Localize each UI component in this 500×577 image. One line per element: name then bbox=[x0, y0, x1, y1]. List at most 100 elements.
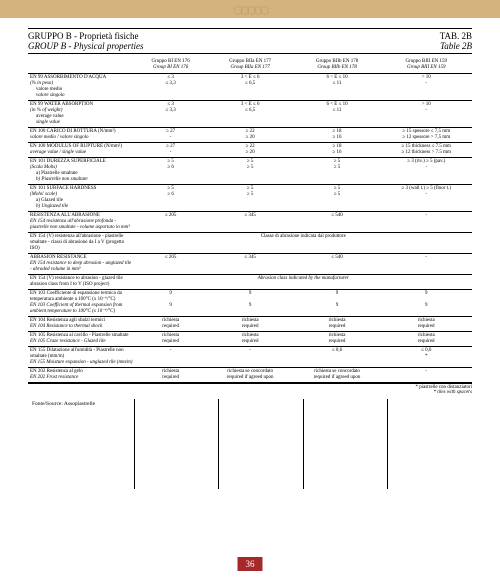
cell: 99 bbox=[380, 290, 472, 317]
cell: ≥ 27- bbox=[135, 143, 207, 158]
cell: - bbox=[207, 347, 294, 368]
cell: ≤ 0,6* bbox=[380, 347, 472, 368]
cell: ≤ 3≤ 3,3 bbox=[135, 101, 207, 128]
row-span: Abrasion class indicated by the manufact… bbox=[135, 275, 472, 290]
top-band: ⬡⬡⬡⬡⬡ bbox=[0, 0, 500, 18]
cell: ≥ 3 (riv.) ≥ 5 (pav.)- bbox=[380, 158, 472, 185]
cell: ≥ 5≥ 5 bbox=[207, 185, 294, 212]
cell: 3 < E ≤ 6≤ 6,5 bbox=[207, 101, 294, 128]
cell: ≥ 18≥ 16 bbox=[294, 143, 381, 158]
table-row: ABRASION RESISTANCEEN 154 resistance to … bbox=[28, 254, 472, 275]
row-label: EN 155 Dilatazione all'umidità - Piastre… bbox=[28, 347, 135, 368]
cell: richiestarequired bbox=[135, 332, 207, 347]
bottom-section: Fonte/Source: Assopiastrelle bbox=[28, 399, 472, 489]
footnote-en: * tiles with spacers bbox=[28, 390, 472, 395]
col-3: Gruppo BIII EN 159Group BIII EN 159 bbox=[380, 58, 472, 74]
title-row: GRUPPO B - Proprietà fisiche GROUP B - P… bbox=[28, 28, 472, 54]
cell: richiesta se concordatorequired if agree… bbox=[294, 368, 381, 383]
cell: richiestarequired bbox=[294, 317, 381, 332]
cell: ≤ 345 bbox=[207, 212, 294, 233]
cell: ≤ 205 bbox=[135, 212, 207, 233]
row-label: EN 99 ASSORBIMENTO D'ACQUA(% in peso)val… bbox=[28, 74, 135, 101]
row-label: RESISTENZA ALL'ABRASIONEEN 154 resistenz… bbox=[28, 212, 135, 233]
row-label: EN 154 (V) resistenza all'abrasione - pi… bbox=[28, 233, 135, 254]
source-text: Fonte/Source: Assopiastrelle bbox=[32, 401, 95, 407]
header-row: Gruppo BI EN 176Group BI EN 176 Gruppo B… bbox=[28, 58, 472, 74]
title-left: GRUPPO B - Proprietà fisiche GROUP B - P… bbox=[28, 31, 143, 51]
page-number: 36 bbox=[238, 557, 263, 571]
cell: 6 < E ≤ 10≤ 11 bbox=[294, 101, 381, 128]
cell: richiestarequired bbox=[207, 317, 294, 332]
cell: richiestarequired bbox=[207, 332, 294, 347]
cell: 99 bbox=[294, 290, 381, 317]
cell: ≤ 540 bbox=[294, 212, 381, 233]
row-label: EN 104 Resistenza agli sbalzi termiciEN … bbox=[28, 317, 135, 332]
table-row: EN 101 DUREZZA SUPERFICIALE(Scala Mohs)a… bbox=[28, 158, 472, 185]
table-row: EN 104 Resistenza agli sbalzi termiciEN … bbox=[28, 317, 472, 332]
cell: ≥ 5≥ 6 bbox=[135, 158, 207, 185]
cell: ≥ 5≥ 5 bbox=[207, 158, 294, 185]
table-row: EN 105 Resistenza al cavillo - Piastrell… bbox=[28, 332, 472, 347]
cell: 99 bbox=[207, 290, 294, 317]
col-label bbox=[28, 58, 135, 74]
row-label: EN 154 (V) resistance to abrasion - glaz… bbox=[28, 275, 135, 290]
row-label: EN 101 SURFACE HARDNESS(Mohs' scale)a) G… bbox=[28, 185, 135, 212]
empty-col-3 bbox=[304, 399, 389, 489]
empty-col-2 bbox=[219, 399, 304, 489]
properties-table: Gruppo BI EN 176Group BI EN 176 Gruppo B… bbox=[28, 58, 472, 383]
table-row: EN 154 (V) resistance to abrasion - glaz… bbox=[28, 275, 472, 290]
cell: - bbox=[380, 368, 472, 383]
col-1: Gruppo BIIa EN 177Group BIIa EN 177 bbox=[207, 58, 294, 74]
cell: 99 bbox=[135, 290, 207, 317]
table-row: RESISTENZA ALL'ABRASIONEEN 154 resistenz… bbox=[28, 212, 472, 233]
cell: richiestarequired bbox=[294, 332, 381, 347]
cell: ≥ 5≥ 5 bbox=[294, 158, 381, 185]
source-col: Fonte/Source: Assopiastrelle bbox=[28, 399, 135, 489]
cell: 3 < E ≤ 6≤ 6,5 bbox=[207, 74, 294, 101]
cell: richiesta se concordatorequired if agree… bbox=[207, 368, 294, 383]
title-en: GROUP B - Physical properties bbox=[28, 41, 143, 51]
row-label: EN 99 WATER ABSORPTION(in % of weight)av… bbox=[28, 101, 135, 128]
cell: - bbox=[380, 254, 472, 275]
hex-decoration: ⬡⬡⬡⬡⬡ bbox=[233, 4, 266, 17]
cell: 6 < E ≤ 10≤ 11 bbox=[294, 74, 381, 101]
cell: richiestarequired bbox=[135, 317, 207, 332]
tab-it: TAB. 2B bbox=[440, 31, 472, 41]
page-content: GRUPPO B - Proprietà fisiche GROUP B - P… bbox=[0, 18, 500, 509]
cell: ≥ 18≥ 16 bbox=[294, 128, 381, 143]
row-label: EN 100 MODULUS OF RUPTURE (N/mm²)average… bbox=[28, 143, 135, 158]
cell: ≤ 0,6 bbox=[294, 347, 381, 368]
cell: ≤ 345 bbox=[207, 254, 294, 275]
table-row: EN 99 ASSORBIMENTO D'ACQUA(% in peso)val… bbox=[28, 74, 472, 101]
empty-col-4 bbox=[388, 399, 472, 489]
table-row: EN 100 MODULUS OF RUPTURE (N/mm²)average… bbox=[28, 143, 472, 158]
table-row: EN 101 SURFACE HARDNESS(Mohs' scale)a) G… bbox=[28, 185, 472, 212]
table-row: EN 100 CARICO DI ROTTURA (N/mm²)valore m… bbox=[28, 128, 472, 143]
cell: ≥ 5≥ 5 bbox=[294, 185, 381, 212]
col-2: Gruppo BIIb EN 178Group BIIb EN 178 bbox=[294, 58, 381, 74]
row-label: EN 202 Resistenza al geloEN 202 Frost re… bbox=[28, 368, 135, 383]
empty-col-1 bbox=[135, 399, 220, 489]
cell: ≤ 205 bbox=[135, 254, 207, 275]
row-span: Classe di abrasione indicata dal produtt… bbox=[135, 233, 472, 254]
table-row: EN 154 (V) resistenza all'abrasione - pi… bbox=[28, 233, 472, 254]
table-row: EN 202 Resistenza al geloEN 202 Frost re… bbox=[28, 368, 472, 383]
table-row: EN 99 WATER ABSORPTION(in % of weight)av… bbox=[28, 101, 472, 128]
row-label: EN 105 Resistenza al cavillo - Piastrell… bbox=[28, 332, 135, 347]
cell: richiestarequired bbox=[380, 332, 472, 347]
cell: - bbox=[380, 212, 472, 233]
footnote: * piastrelle con distanziatori * tiles w… bbox=[28, 383, 472, 395]
title-it: GRUPPO B - Proprietà fisiche bbox=[28, 31, 143, 41]
cell: ≤ 3≤ 3,3 bbox=[135, 74, 207, 101]
table-row: EN 103 Coefficiente di espansione termic… bbox=[28, 290, 472, 317]
table-row: EN 155 Dilatazione all'umidità - Piastre… bbox=[28, 347, 472, 368]
row-label: EN 101 DUREZZA SUPERFICIALE(Scala Mohs)a… bbox=[28, 158, 135, 185]
row-label: ABRASION RESISTANCEEN 154 resistance to … bbox=[28, 254, 135, 275]
cell: ≥ 22≥ 20 bbox=[207, 128, 294, 143]
cell: > 10- bbox=[380, 101, 472, 128]
row-label: EN 103 Coefficiente di espansione termic… bbox=[28, 290, 135, 317]
title-right: TAB. 2B Table 2B bbox=[440, 31, 472, 51]
cell: ≥ 15 thickness ≤ 7.5 mm≥ 12 thickness > … bbox=[380, 143, 472, 158]
cell: ≤ 540 bbox=[294, 254, 381, 275]
cell: richiestarequired bbox=[135, 368, 207, 383]
